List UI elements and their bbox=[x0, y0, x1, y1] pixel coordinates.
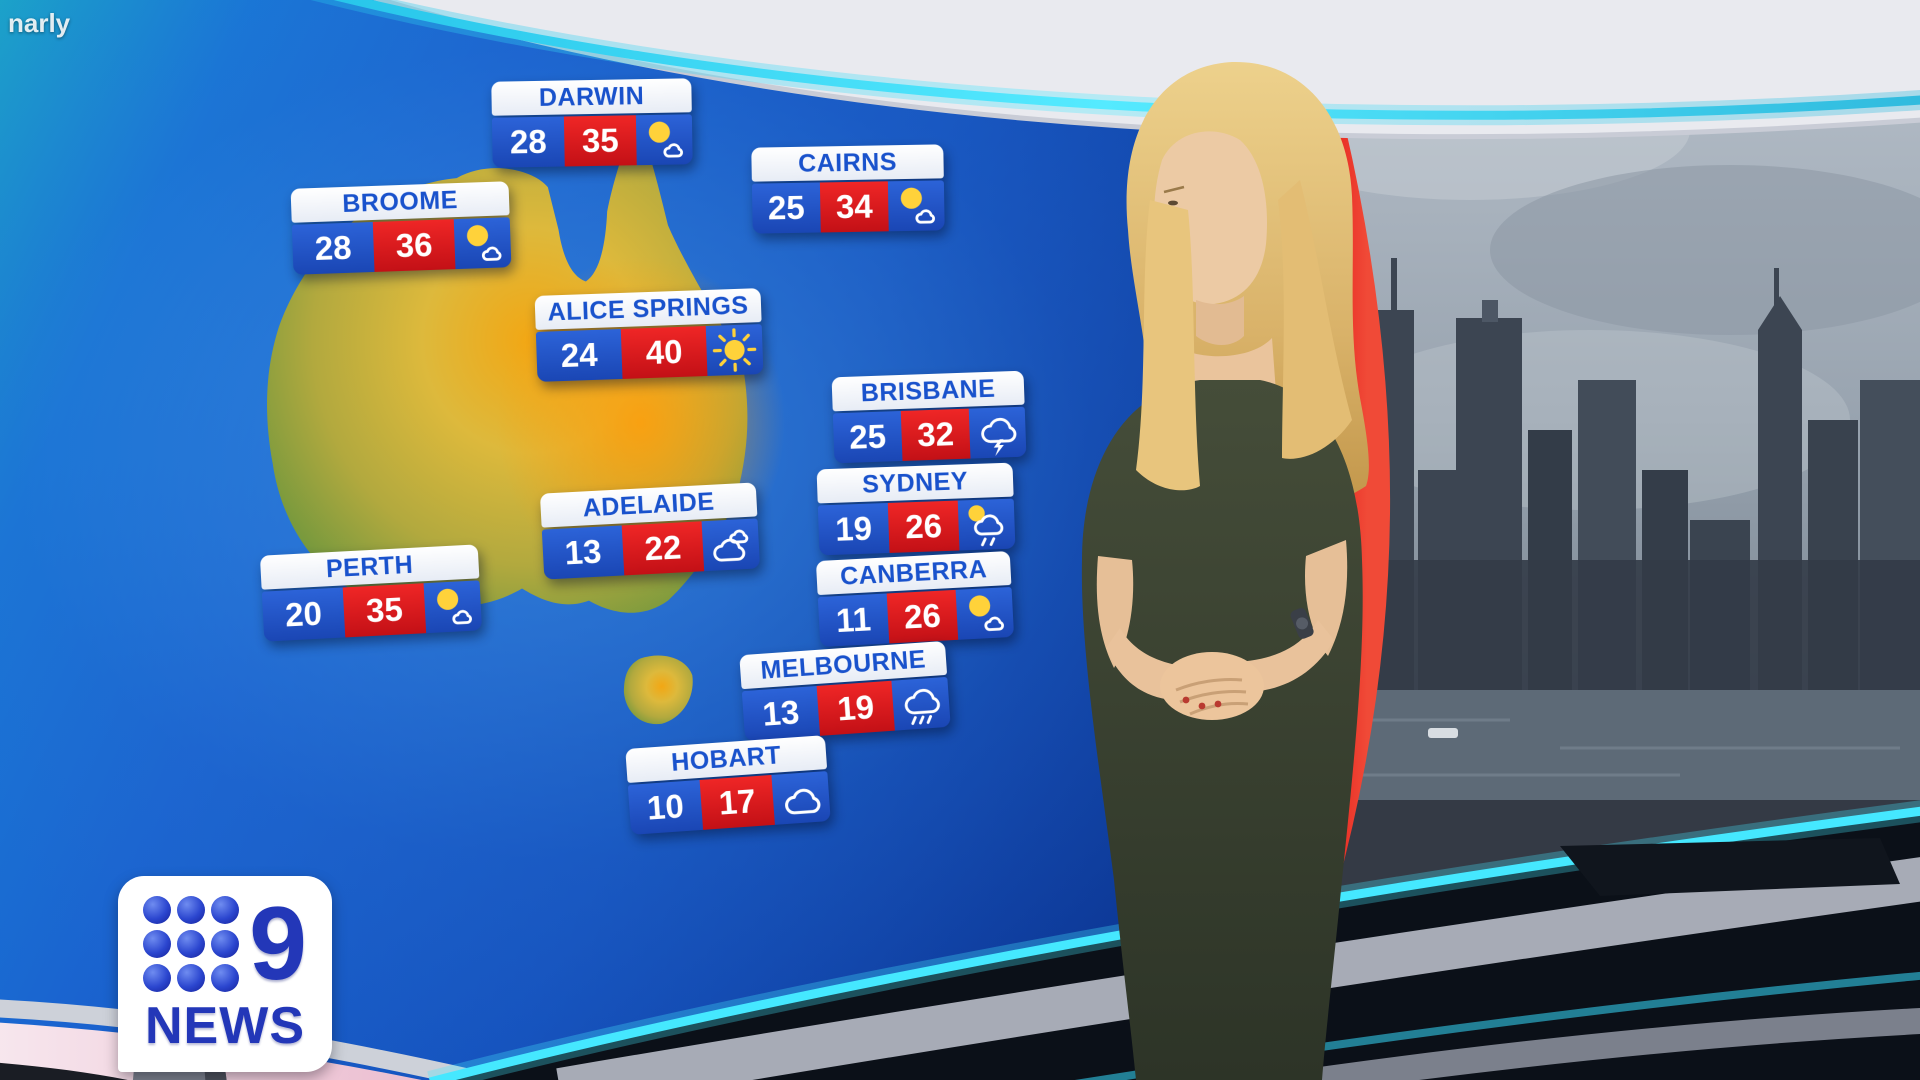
weather-card: ALICE SPRINGS 24 40 bbox=[534, 288, 764, 382]
tasmania-landmass bbox=[623, 655, 693, 725]
weather-card: BRISBANE 25 32 bbox=[831, 370, 1027, 464]
harbour-water bbox=[1260, 690, 1920, 800]
min-temp: 28 bbox=[291, 221, 375, 275]
news-wordmark: NEWS bbox=[145, 997, 305, 1055]
sun-shower-icon bbox=[957, 498, 1016, 551]
sun-cloud-icon bbox=[635, 114, 693, 166]
city-name: BROOME bbox=[290, 181, 510, 223]
max-temp: 26 bbox=[886, 589, 959, 644]
caption-text: narly bbox=[8, 8, 71, 38]
min-temp: 10 bbox=[627, 779, 704, 835]
city-name: DARWIN bbox=[491, 78, 692, 116]
sun-cloud-icon bbox=[955, 586, 1015, 640]
max-temp: 34 bbox=[819, 181, 889, 233]
rain-icon bbox=[891, 676, 951, 731]
min-temp: 25 bbox=[751, 182, 821, 234]
nine-news-logo: 9 NEWS bbox=[118, 876, 332, 1072]
cloud-patch bbox=[1490, 165, 1920, 335]
weather-card: ADELAIDE 13 22 bbox=[539, 482, 761, 580]
lower-backdrop bbox=[1260, 800, 1920, 1080]
storm-icon bbox=[968, 406, 1027, 459]
max-temp: 36 bbox=[372, 219, 456, 272]
min-temp: 20 bbox=[261, 587, 346, 642]
weather-card: PERTH 20 35 bbox=[259, 544, 483, 642]
weather-card: BROOME 28 36 bbox=[290, 181, 512, 275]
min-temp: 28 bbox=[491, 116, 565, 168]
weather-card: MELBOURNE 13 19 bbox=[739, 640, 951, 742]
weather-card: CANBERRA 11 26 bbox=[815, 550, 1015, 648]
city-name: BRISBANE bbox=[831, 370, 1025, 412]
weather-card: HOBART 10 17 bbox=[625, 735, 831, 835]
max-temp: 26 bbox=[887, 500, 960, 553]
city-name: ALICE SPRINGS bbox=[534, 288, 762, 330]
city-name: CAIRNS bbox=[751, 144, 944, 182]
max-temp: 17 bbox=[699, 774, 775, 830]
sun-cloud-icon bbox=[423, 580, 483, 634]
min-temp: 25 bbox=[832, 410, 903, 464]
sun-cloud-icon bbox=[453, 217, 512, 270]
weather-card: DARWIN 28 35 bbox=[491, 78, 693, 168]
max-temp: 19 bbox=[816, 680, 895, 736]
sun-icon bbox=[705, 324, 764, 376]
min-temp: 24 bbox=[535, 328, 623, 382]
min-temp: 19 bbox=[817, 502, 890, 556]
min-temp: 11 bbox=[817, 593, 890, 648]
max-temp: 22 bbox=[621, 521, 705, 576]
city-name: SYDNEY bbox=[816, 462, 1014, 504]
sun-cloud-icon bbox=[887, 180, 945, 232]
channel-number: 9 bbox=[249, 886, 307, 1003]
max-temp: 35 bbox=[342, 583, 427, 638]
max-temp: 32 bbox=[900, 408, 971, 461]
weather-card: SYDNEY 19 26 bbox=[816, 462, 1016, 556]
sydney-skyline-backdrop bbox=[1260, 0, 1920, 1080]
weather-card: CAIRNS 25 34 bbox=[751, 144, 945, 234]
boat bbox=[1428, 728, 1458, 738]
cloud-icon bbox=[771, 771, 831, 825]
max-temp: 40 bbox=[620, 326, 708, 379]
nine-dots-icon bbox=[143, 896, 241, 994]
clouds-icon bbox=[701, 518, 761, 572]
max-temp: 35 bbox=[563, 115, 637, 167]
min-temp: 13 bbox=[541, 525, 625, 580]
min-temp: 13 bbox=[741, 685, 821, 742]
